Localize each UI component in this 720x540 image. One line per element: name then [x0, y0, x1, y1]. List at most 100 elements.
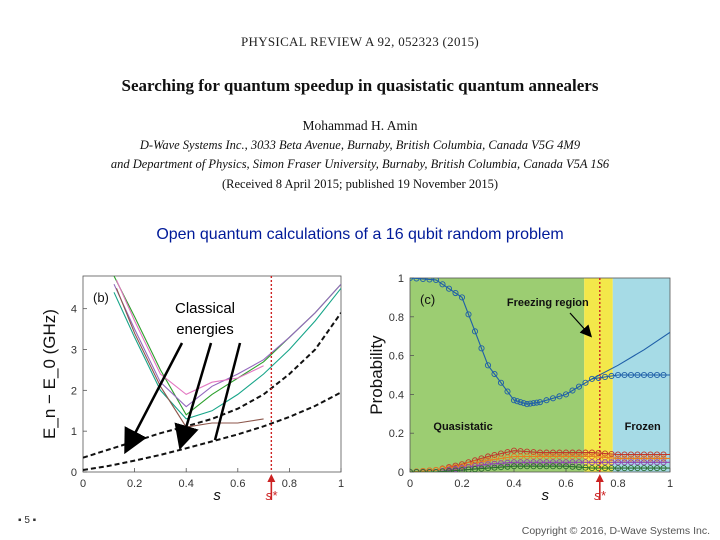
classical-energies-label: Classical energies [174, 300, 235, 338]
data-point [465, 466, 472, 472]
data-point [621, 371, 628, 379]
data-point [660, 451, 667, 458]
data-point [660, 465, 667, 472]
x-tick-label: 1 [338, 478, 344, 490]
data-point [582, 464, 589, 471]
data-point [549, 459, 557, 466]
x-tick-label: 0.2 [127, 478, 142, 490]
data-point [543, 453, 550, 460]
y-tick-label: 0.8 [389, 312, 404, 324]
data-point [504, 463, 511, 470]
data-point [504, 388, 511, 395]
data-point [595, 459, 602, 466]
panel-b-markers: s* [266, 276, 279, 503]
data-point [640, 451, 648, 458]
data-point [410, 468, 414, 472]
data-point [478, 345, 485, 352]
data-point [439, 468, 446, 472]
data-point [484, 465, 492, 472]
x-axis-label: s [213, 487, 221, 504]
panel-c-lines [410, 278, 670, 472]
data-point [614, 451, 622, 458]
data-point [621, 451, 628, 458]
data-point [640, 465, 648, 472]
data-point [484, 461, 492, 468]
data-point [445, 285, 453, 292]
data-point [471, 328, 479, 335]
data-point [510, 463, 518, 470]
data-point [497, 460, 505, 467]
data-point [627, 459, 635, 466]
data-point [536, 463, 544, 470]
data-point [520, 400, 527, 407]
data-point [510, 447, 518, 454]
data-point [575, 464, 583, 471]
data-point [621, 459, 628, 466]
received-date: (Received 8 April 2015; published 19 Nov… [222, 177, 498, 191]
y-tick-label: 0 [398, 467, 404, 479]
data-point [523, 401, 531, 408]
series-line [115, 279, 264, 396]
data-point [549, 453, 557, 460]
data-point [478, 458, 485, 465]
classical-arrow-2 [174, 342, 213, 450]
data-point [517, 453, 524, 460]
data-point [458, 294, 466, 301]
y-tick-label: 1 [398, 273, 404, 285]
data-point [484, 457, 492, 464]
data-point [530, 400, 537, 407]
data-point [510, 397, 518, 404]
slide-subtitle: Open quantum calculations of a 16 qubit … [156, 226, 564, 243]
classical-arrow-1 [124, 342, 184, 455]
y-tick-label: 1 [71, 426, 77, 438]
data-point [634, 465, 641, 472]
y-tick-label: 0.2 [389, 428, 404, 440]
data-point [588, 375, 596, 382]
data-point [627, 371, 635, 379]
data-point [439, 281, 446, 288]
data-point [614, 465, 622, 472]
data-point [549, 395, 557, 402]
y-tick-label: 3 [71, 345, 77, 357]
data-point [484, 453, 492, 460]
data-point [588, 449, 596, 456]
x-tick-label: 0.8 [610, 478, 625, 490]
region-label: Quasistatic [433, 421, 492, 433]
x-tick-label: 0.2 [454, 478, 469, 490]
data-point [575, 449, 583, 456]
data-point [601, 450, 609, 457]
data-point [458, 461, 466, 468]
data-point [640, 371, 648, 379]
data-point [653, 455, 661, 462]
data-point [614, 371, 622, 379]
affiliation-1: D-Wave Systems Inc., 3033 Beta Avenue, B… [139, 138, 581, 152]
data-point [491, 464, 498, 471]
data-point [653, 451, 661, 458]
data-point [582, 449, 589, 456]
data-point [569, 459, 576, 466]
data-point [608, 451, 615, 458]
data-point [497, 464, 505, 471]
data-point [452, 464, 459, 471]
data-point [533, 399, 540, 406]
data-point [530, 459, 537, 466]
journal-reference: PHYSICAL REVIEW A 92, 052323 (2015) [241, 34, 479, 49]
y-tick-label: 4 [71, 304, 77, 316]
data-point [614, 459, 622, 466]
data-point [562, 459, 570, 466]
data-point [647, 465, 654, 472]
s-star-label: s* [266, 488, 279, 503]
data-point [562, 453, 570, 460]
data-point [510, 453, 518, 460]
data-point [608, 372, 615, 380]
data-point [647, 459, 654, 466]
data-point [543, 449, 550, 456]
data-point [562, 391, 570, 398]
data-point [575, 383, 583, 390]
data-point [536, 449, 544, 456]
data-point [634, 459, 641, 466]
data-point [608, 465, 615, 472]
data-point [556, 449, 563, 456]
data-point [653, 459, 661, 466]
